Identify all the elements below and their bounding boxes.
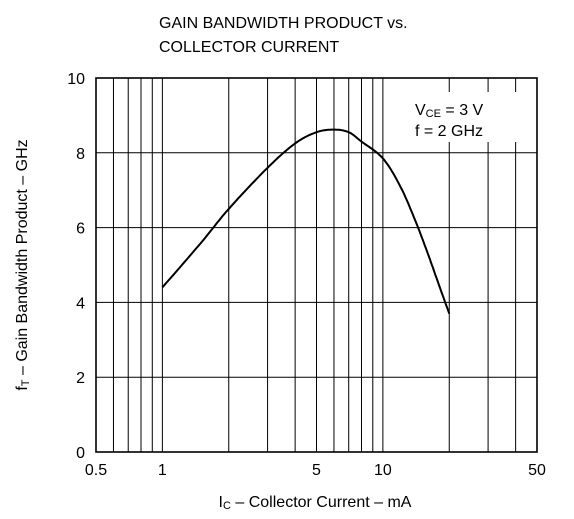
grid: [96, 78, 537, 452]
x-axis-label: IC – Collector Current – mA: [219, 494, 412, 512]
y-tick-label: 4: [76, 295, 85, 312]
x-tick-label: 50: [528, 462, 546, 479]
y-tick-label: 2: [76, 370, 85, 387]
annotation-vce: VCE = 3 V: [415, 102, 484, 120]
y-tick-label: 0: [76, 445, 85, 462]
series-line: [161, 128, 451, 314]
x-tick-label: 1: [158, 462, 167, 479]
x-tick-label: 10: [374, 462, 392, 479]
chart-title-line-1: GAIN BANDWIDTH PRODUCT vs.: [159, 15, 408, 32]
x-tick-label: 0.5: [85, 462, 107, 479]
tick-labels: 0.5 1 5 10 50 0 2 4 6 8 10: [67, 71, 546, 479]
y-tick-label: 10: [67, 71, 85, 88]
y-tick-label: 6: [76, 221, 85, 238]
annotation-box: VCE = 3 V f = 2 GHz: [403, 92, 529, 142]
annotation-frequency: f = 2 GHz: [415, 123, 483, 140]
x-tick-label: 5: [312, 462, 321, 479]
y-tick-label: 8: [76, 146, 85, 163]
plot-frame: [95, 77, 538, 453]
chart-title-line-2: COLLECTOR CURRENT: [159, 39, 339, 56]
y-axis-label: fT – Gain Bandwidth Product – GHz: [14, 139, 32, 390]
